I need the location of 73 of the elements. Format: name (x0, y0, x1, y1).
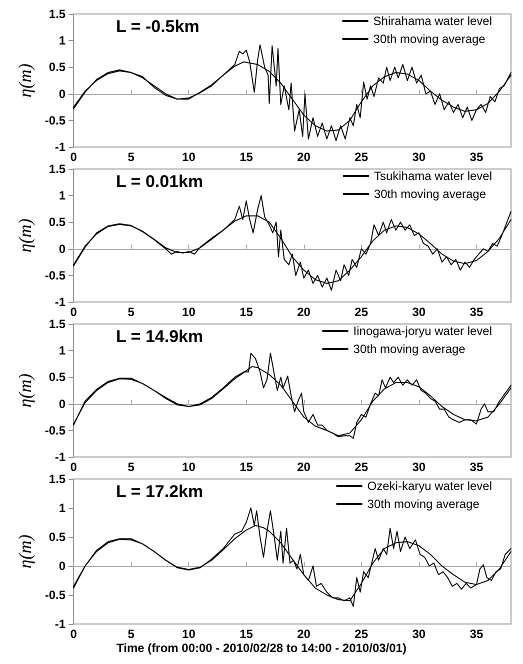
x-tick-label: 20 (297, 460, 311, 474)
annotation: L = -0.5km (116, 17, 200, 36)
annotation: L = 17.2km (116, 482, 204, 501)
x-tick-label: 25 (354, 150, 368, 164)
x-tick-label: 20 (297, 627, 311, 641)
legend-label: Tsukihama water level (374, 169, 492, 183)
x-tick-label: 25 (354, 627, 368, 641)
legend-label: Iinogawa-joryu water level (353, 324, 492, 338)
legend-label: 30th moving average (374, 187, 486, 201)
x-tick-label: 15 (240, 460, 254, 474)
y-tick-label: -1 (54, 617, 66, 631)
x-tick-label: 10 (182, 305, 196, 319)
y-tick-label: 0.5 (48, 60, 66, 74)
y-tick-label: 1.5 (48, 162, 66, 176)
x-tick-label: 25 (354, 460, 368, 474)
y-tick-label: 0.5 (48, 370, 66, 384)
y-axis-title: η(m) (15, 374, 35, 408)
y-tick-label: -1 (54, 140, 66, 154)
y-axis-title: η(m) (15, 534, 35, 568)
x-tick-label: 0 (70, 460, 78, 474)
x-tick-label: 30 (412, 627, 426, 641)
y-tick-label: -0.5 (44, 268, 66, 282)
annotation: L = 14.9km (116, 327, 204, 346)
y-tick-label: 1 (58, 344, 66, 358)
x-tick-label: 30 (412, 305, 426, 319)
x-tick-label: 15 (240, 305, 254, 319)
x-tick-label: 5 (128, 460, 135, 474)
y-tick-label: -0.5 (44, 423, 66, 438)
y-tick-label: 1 (58, 188, 66, 203)
x-tick-label: 35 (470, 305, 484, 319)
x-axis-title: Time (from 00:00 - 2010/02/28 to 14:00 - 2010/03/01) (116, 641, 406, 655)
x-tick-label: 10 (182, 627, 196, 641)
x-tick-label: 30 (412, 150, 426, 164)
x-tick-label: 0 (70, 627, 78, 641)
y-tick-label: 0.5 (48, 530, 66, 544)
x-tick-label: 35 (470, 150, 484, 164)
x-tick-label: 20 (297, 305, 311, 319)
x-tick-label: 5 (128, 305, 135, 319)
y-tick-label: -0.5 (44, 113, 66, 128)
x-tick-label: 10 (182, 460, 196, 474)
x-tick-label: 0 (70, 150, 78, 164)
legend-label: Shirahama water level (373, 14, 492, 28)
x-tick-label: 35 (470, 627, 484, 641)
y-axis-title: η(m) (15, 218, 35, 252)
legend-label: 30th moving average (353, 342, 466, 356)
x-tick-label: 5 (128, 150, 135, 164)
y-tick-label: 1.5 (48, 472, 66, 486)
x-tick-label: 35 (470, 460, 484, 474)
y-tick-label: 0 (58, 559, 66, 573)
x-tick-label: 5 (128, 627, 135, 641)
x-tick-label: 30 (412, 460, 426, 474)
y-tick-label: -0.5 (44, 588, 66, 602)
legend-label: 30th moving average (373, 32, 486, 46)
y-tick-label: 0 (58, 86, 66, 101)
y-tick-label: 0 (58, 396, 66, 411)
y-tick-label: -1 (54, 450, 66, 464)
y-tick-label: 1 (58, 501, 66, 515)
y-tick-label: -1 (54, 295, 66, 309)
y-axis-title: η(m) (15, 64, 35, 98)
y-tick-label: 1 (58, 34, 66, 48)
y-tick-label: 1.5 (48, 7, 66, 21)
x-tick-label: 20 (297, 150, 311, 164)
legend-label: 30th moving average (367, 497, 480, 511)
annotation: L = 0.01km (116, 172, 204, 191)
y-tick-label: 0 (58, 242, 66, 256)
x-tick-label: 25 (354, 305, 368, 319)
legend-label: Ozeki-karyu water level (367, 479, 492, 493)
y-tick-label: 0.5 (48, 215, 66, 230)
x-tick-label: 0 (70, 305, 78, 319)
x-tick-label: 15 (240, 627, 254, 641)
y-tick-label: 1.5 (48, 317, 66, 331)
x-tick-label: 10 (182, 150, 196, 164)
x-tick-label: 15 (240, 150, 254, 164)
